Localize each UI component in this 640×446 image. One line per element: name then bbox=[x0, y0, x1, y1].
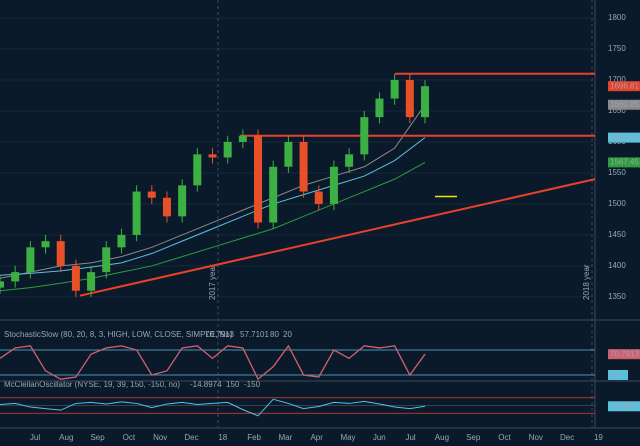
price-tag-label: 1696.81 bbox=[610, 81, 639, 90]
candle bbox=[269, 166, 278, 223]
price-tag-label: 1660.85 bbox=[610, 100, 639, 109]
x-tick-label: Nov bbox=[153, 433, 167, 442]
x-tick-label: Aug bbox=[59, 433, 73, 442]
y-tick-label: 1650 bbox=[608, 106, 626, 115]
candle bbox=[147, 191, 156, 198]
price-tag-label: 20 bbox=[610, 370, 619, 379]
candle bbox=[26, 247, 35, 273]
y-tick-label: 1700 bbox=[608, 75, 626, 84]
candle bbox=[390, 79, 399, 99]
year-label: 2018 year bbox=[582, 264, 591, 300]
y-tick-label: 1500 bbox=[608, 199, 626, 208]
x-tick-label: Nov bbox=[529, 433, 543, 442]
x-tick-label: Dec bbox=[184, 433, 198, 442]
candle bbox=[254, 135, 263, 223]
x-tick-label: Jun bbox=[373, 433, 386, 442]
y-tick-label: 1800 bbox=[608, 13, 626, 22]
candle bbox=[405, 79, 414, 118]
price-tag-label: -14.897 bbox=[610, 401, 638, 410]
mcc-value: -14.8974 bbox=[190, 380, 222, 389]
x-tick-label: Apr bbox=[310, 433, 323, 442]
candle bbox=[162, 197, 171, 217]
price-tag bbox=[608, 132, 640, 143]
moving-average bbox=[0, 104, 426, 279]
price-tag bbox=[608, 99, 640, 110]
x-tick-label: Oct bbox=[498, 433, 511, 442]
price-tag-label: 70.7913 bbox=[610, 349, 639, 358]
x-tick-label: Jul bbox=[30, 433, 40, 442]
stoch-low: 20 bbox=[283, 330, 292, 339]
candle bbox=[193, 154, 202, 186]
stoch-high: 80 bbox=[270, 330, 279, 339]
stoch-d: 57.7101 bbox=[240, 330, 269, 339]
stoch-line bbox=[0, 344, 426, 381]
candle bbox=[178, 185, 187, 217]
y-tick-label: 1750 bbox=[608, 44, 626, 53]
price-tag bbox=[608, 81, 640, 92]
x-tick-label: Sep bbox=[90, 433, 105, 442]
x-tick-label: Jul bbox=[405, 433, 415, 442]
candle bbox=[314, 191, 323, 204]
x-tick-label: Feb bbox=[247, 433, 261, 442]
x-tick-label: May bbox=[340, 433, 355, 442]
candle bbox=[299, 141, 308, 192]
x-tick-label: Dec bbox=[560, 433, 574, 442]
stoch-title: StochasticSlow (80, 20, 8, 3, HIGH, LOW,… bbox=[4, 330, 233, 339]
moving-average bbox=[0, 161, 426, 292]
x-tick-label: Mar bbox=[279, 433, 293, 442]
candle bbox=[284, 141, 293, 167]
y-tick-label: 1400 bbox=[608, 261, 626, 270]
price-tag bbox=[608, 401, 640, 412]
y-tick-label: 1450 bbox=[608, 230, 626, 239]
trendline bbox=[79, 178, 596, 297]
candle bbox=[11, 272, 20, 282]
candle bbox=[41, 241, 50, 248]
price-tag-label: 1607.31 bbox=[610, 133, 639, 142]
mcc-line bbox=[0, 398, 426, 417]
candle bbox=[0, 281, 4, 288]
price-tag bbox=[608, 349, 640, 360]
candle bbox=[71, 265, 80, 291]
candle bbox=[208, 154, 217, 158]
moving-average bbox=[0, 137, 426, 276]
candle bbox=[132, 191, 141, 235]
candle bbox=[117, 234, 126, 248]
candle bbox=[360, 117, 369, 155]
stoch-k: 70.7913 bbox=[205, 330, 234, 339]
y-tick-label: 1550 bbox=[608, 168, 626, 177]
candle bbox=[375, 98, 384, 118]
year-label: 2017 year bbox=[208, 264, 217, 300]
candle bbox=[223, 141, 232, 158]
x-tick-label: 19 bbox=[594, 433, 603, 442]
x-tick-label: 18 bbox=[218, 433, 227, 442]
mcc-low: -150 bbox=[244, 380, 261, 389]
price-tag bbox=[608, 369, 628, 380]
x-tick-label: Sep bbox=[466, 433, 481, 442]
x-tick-label: Oct bbox=[123, 433, 136, 442]
mcc-title: McClellanOscillator (NYSE, 19, 39, 150, … bbox=[4, 380, 180, 389]
candle bbox=[238, 135, 247, 142]
y-tick-label: 1350 bbox=[608, 292, 626, 301]
x-tick-label: Aug bbox=[435, 433, 449, 442]
candle bbox=[345, 154, 354, 167]
candle bbox=[329, 166, 338, 204]
candle bbox=[421, 86, 429, 118]
candle bbox=[102, 247, 111, 273]
candle bbox=[87, 272, 96, 291]
mcc-high: 150 bbox=[226, 380, 240, 389]
price-tag-label: 1567.45 bbox=[610, 158, 639, 167]
price-tag bbox=[608, 157, 640, 168]
candle bbox=[56, 241, 65, 266]
